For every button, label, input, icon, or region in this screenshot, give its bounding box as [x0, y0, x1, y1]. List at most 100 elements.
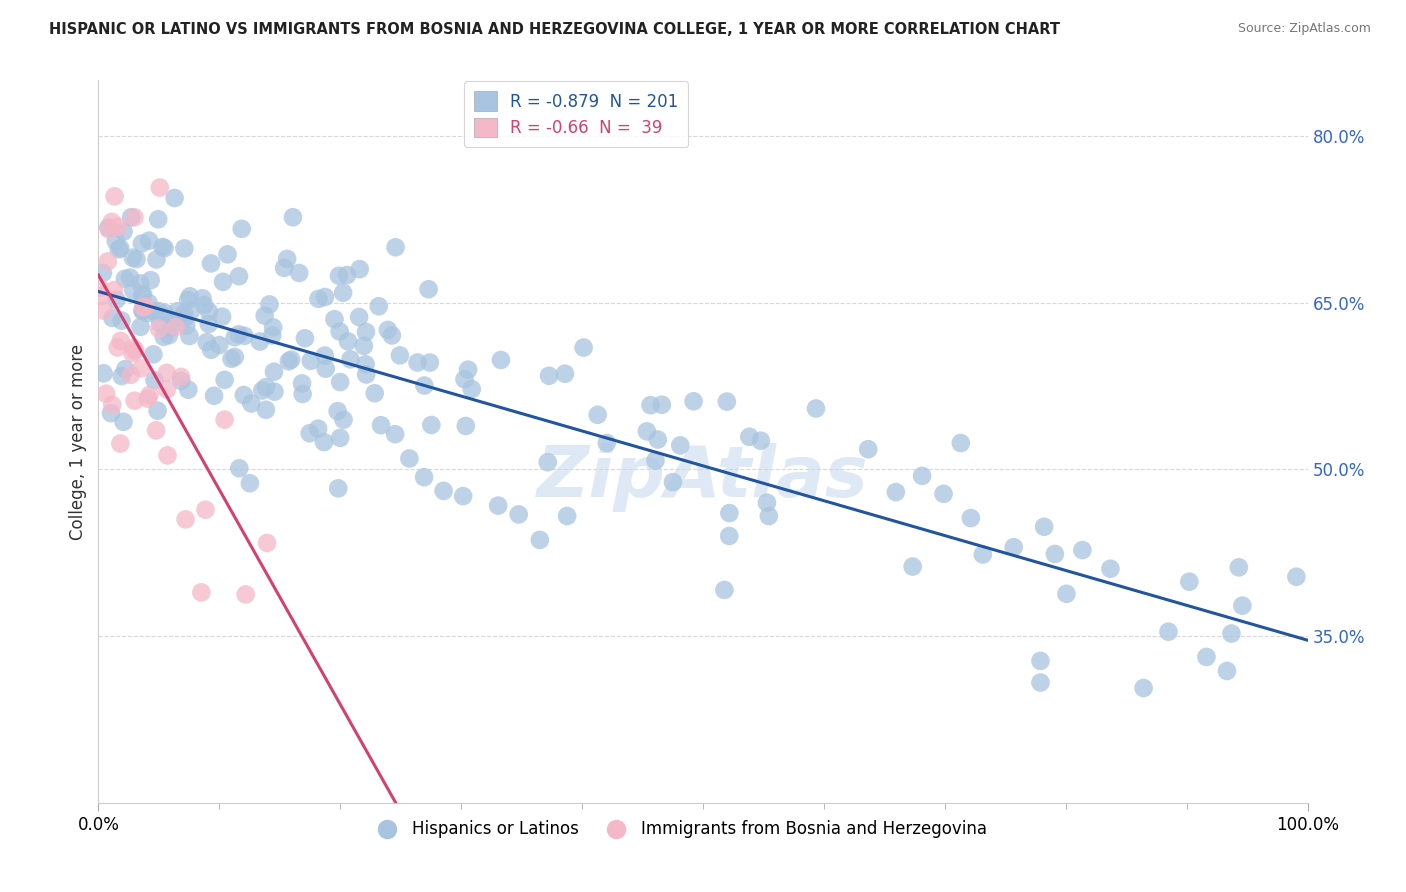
- Point: [420, 417, 443, 432]
- Point: [323, 312, 346, 326]
- Point: [93, 367, 115, 381]
- Point: [307, 422, 329, 436]
- Point: [1178, 574, 1201, 589]
- Point: [138, 388, 160, 402]
- Point: [256, 536, 278, 550]
- Point: [200, 343, 222, 357]
- Point: [1285, 570, 1308, 584]
- Text: ZipAtlas: ZipAtlas: [537, 443, 869, 512]
- Point: [419, 355, 441, 369]
- Point: [103, 189, 125, 203]
- Point: [157, 328, 180, 343]
- Point: [308, 292, 330, 306]
- Point: [132, 303, 155, 318]
- Point: [94, 386, 117, 401]
- Point: [299, 354, 322, 368]
- Point: [1227, 560, 1250, 574]
- Point: [349, 262, 371, 277]
- Point: [224, 350, 246, 364]
- Point: [107, 341, 129, 355]
- Point: [134, 300, 156, 314]
- Point: [145, 252, 167, 267]
- Point: [1043, 547, 1066, 561]
- Point: [97, 254, 120, 268]
- Point: [114, 362, 136, 376]
- Point: [640, 398, 662, 412]
- Point: [354, 325, 377, 339]
- Point: [249, 334, 271, 349]
- Point: [131, 236, 153, 251]
- Point: [259, 297, 281, 311]
- Point: [153, 241, 176, 255]
- Point: [170, 370, 193, 384]
- Point: [291, 387, 314, 401]
- Point: [173, 307, 195, 321]
- Point: [884, 485, 907, 500]
- Point: [662, 475, 685, 489]
- Point: [125, 252, 148, 267]
- Point: [107, 242, 129, 256]
- Point: [254, 380, 277, 394]
- Point: [97, 222, 120, 236]
- Point: [170, 374, 193, 388]
- Point: [202, 389, 225, 403]
- Point: [1195, 649, 1218, 664]
- Point: [1232, 599, 1254, 613]
- Point: [354, 357, 377, 371]
- Point: [122, 283, 145, 297]
- Point: [143, 373, 166, 387]
- Point: [145, 423, 167, 437]
- Point: [972, 548, 994, 562]
- Point: [173, 241, 195, 255]
- Point: [738, 430, 761, 444]
- Point: [669, 438, 692, 452]
- Point: [122, 341, 145, 355]
- Point: [406, 355, 429, 369]
- Point: [91, 266, 114, 280]
- Point: [194, 502, 217, 516]
- Point: [221, 351, 243, 366]
- Text: HISPANIC OR LATINO VS IMMIGRANTS FROM BOSNIA AND HERZEGOVINA COLLEGE, 1 YEAR OR : HISPANIC OR LATINO VS IMMIGRANTS FROM BO…: [49, 22, 1060, 37]
- Point: [339, 352, 361, 367]
- Point: [911, 468, 934, 483]
- Point: [276, 252, 298, 266]
- Point: [103, 283, 125, 297]
- Point: [314, 349, 336, 363]
- Text: Source: ZipAtlas.com: Source: ZipAtlas.com: [1237, 22, 1371, 36]
- Point: [132, 300, 155, 314]
- Point: [146, 403, 169, 417]
- Point: [195, 334, 218, 349]
- Point: [228, 327, 250, 342]
- Point: [240, 396, 263, 410]
- Point: [651, 398, 673, 412]
- Point: [93, 303, 115, 318]
- Point: [104, 234, 127, 248]
- Point: [110, 313, 132, 327]
- Point: [377, 323, 399, 337]
- Point: [191, 291, 214, 305]
- Point: [132, 287, 155, 301]
- Point: [596, 436, 619, 450]
- Point: [149, 316, 172, 330]
- Point: [326, 404, 349, 418]
- Point: [166, 304, 188, 318]
- Point: [214, 412, 236, 426]
- Legend: Hispanics or Latinos, Immigrants from Bosnia and Herzegovina: Hispanics or Latinos, Immigrants from Bo…: [364, 814, 994, 845]
- Point: [163, 191, 186, 205]
- Point: [713, 582, 735, 597]
- Point: [254, 402, 277, 417]
- Point: [235, 587, 257, 601]
- Point: [139, 273, 162, 287]
- Point: [224, 330, 246, 344]
- Point: [413, 378, 436, 392]
- Point: [131, 304, 153, 318]
- Point: [152, 240, 174, 254]
- Point: [538, 368, 561, 383]
- Point: [555, 508, 578, 523]
- Point: [197, 317, 219, 331]
- Point: [554, 367, 576, 381]
- Point: [156, 366, 179, 380]
- Point: [332, 413, 354, 427]
- Point: [370, 418, 392, 433]
- Point: [118, 270, 141, 285]
